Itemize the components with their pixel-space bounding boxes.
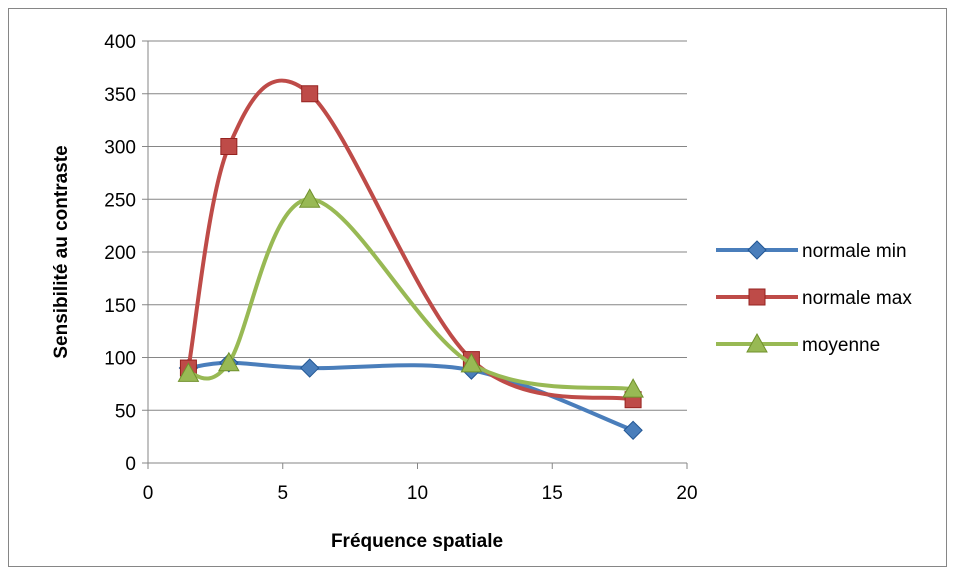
data-point-triangle [622,378,644,398]
y-tick-label: 350 [104,85,136,106]
y-tick-label: 50 [115,401,136,422]
legend-item: normale min [716,240,907,262]
legend-label: normale min [802,241,907,262]
x-axis-title: Fréquence spatiale [331,531,503,552]
data-point-triangle [298,188,321,208]
legend-label: normale max [802,288,912,309]
legend: normale min normale max moyenne [716,240,912,356]
x-tick-label: 15 [542,483,563,504]
data-point-triangle [177,362,200,382]
y-tick-label: 400 [104,32,136,53]
y-tick-labels: 0 50 100 150 200 250 300 350 400 [104,32,136,475]
legend-marker-square [748,288,766,306]
y-tick-label: 100 [104,349,136,370]
series-line [186,78,636,402]
y-tick-label: 300 [104,138,136,159]
y-tick-label: 150 [104,296,136,317]
data-point-triangle [218,351,240,372]
x-tick-label: 5 [277,483,288,504]
series-moyenne [177,188,644,398]
data-point-diamond [623,420,643,441]
data-point-square [220,138,238,155]
y-tick-label: 0 [125,454,136,475]
legend-label: moyenne [802,335,880,356]
gridlines [148,40,687,411]
data-point-diamond [299,358,320,378]
x-tick-label: 20 [676,483,697,504]
x-tick-label: 0 [143,483,154,504]
legend-item: normale max [716,288,912,309]
data-point-triangle [460,352,483,373]
x-tick-labels: 0 5 10 15 20 [143,483,698,504]
data-point-square [301,85,319,103]
y-axis-title: Sensibilité au contraste [51,145,72,358]
legend-item: moyenne [716,332,880,356]
chart-frame [8,8,947,567]
series-layer [177,78,644,441]
y-tick-label: 250 [104,190,136,211]
legend-marker-diamond [747,240,767,260]
series-line [186,197,636,392]
legend-marker-triangle [746,332,768,353]
axes [142,40,688,469]
series-normale-max [179,78,642,409]
x-tick-label: 10 [407,483,428,504]
y-tick-label: 200 [104,243,136,264]
